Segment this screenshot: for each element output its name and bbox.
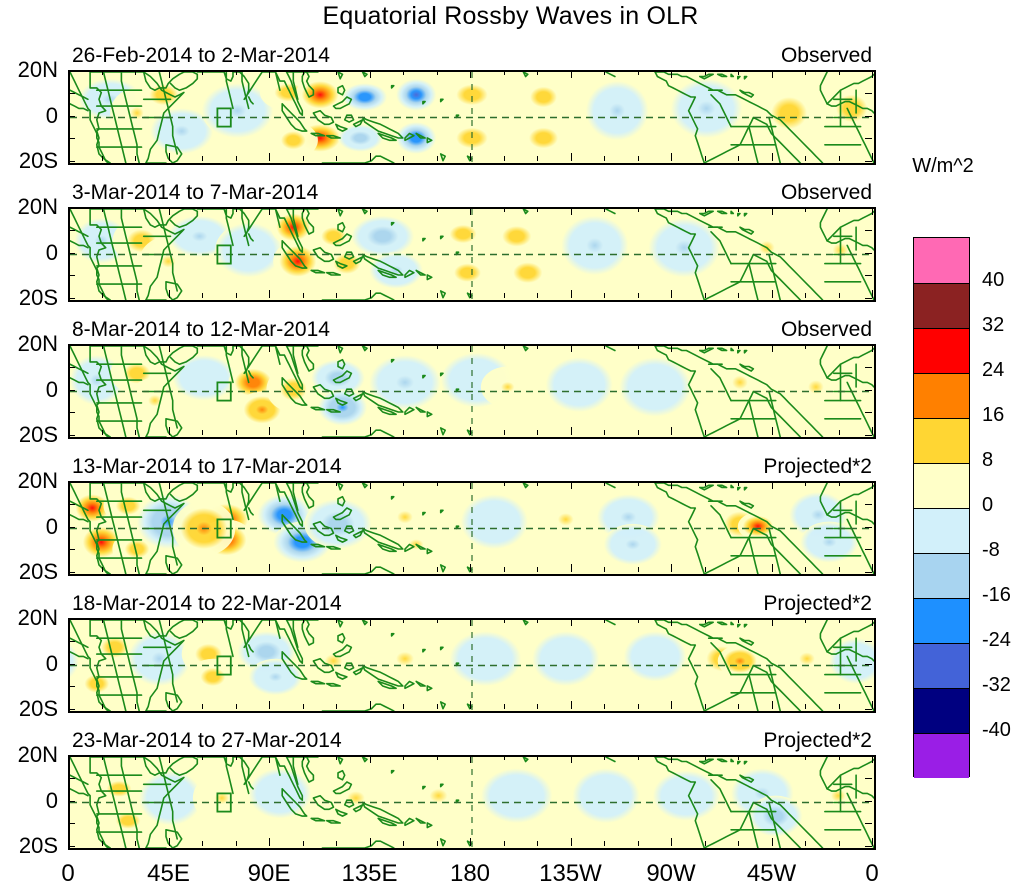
y-axis-tick-label: 0 bbox=[45, 650, 58, 676]
y-axis-tick-label: 20S bbox=[18, 833, 58, 858]
y-axis-tick-label: 20N bbox=[17, 605, 58, 630]
map-panel[interactable] bbox=[68, 207, 876, 302]
x-axis-tick-label: 45E bbox=[147, 860, 190, 887]
panel-date-range: 3-Mar-2014 to 7-Mar-2014 bbox=[72, 181, 319, 204]
panel-tick-marks bbox=[68, 70, 873, 162]
panel-tick-marks bbox=[68, 755, 873, 847]
panel-status-label: Projected*2 bbox=[763, 729, 872, 752]
colorbar-band bbox=[914, 733, 969, 778]
y-axis-tick-label: 20N bbox=[17, 331, 58, 356]
colorbar-band bbox=[914, 643, 969, 688]
colorbar-tick-label: -16 bbox=[982, 584, 1011, 606]
x-axis-tick-label: 0 bbox=[865, 860, 879, 887]
panel-tick-marks bbox=[68, 344, 873, 436]
y-axis-tick-label: 20S bbox=[18, 696, 58, 721]
colorbar-band bbox=[914, 463, 969, 508]
panel-status-label: Projected*2 bbox=[763, 592, 872, 615]
y-axis-tick-label: 0 bbox=[45, 376, 58, 402]
map-panel[interactable] bbox=[68, 755, 876, 850]
panel-tick-marks bbox=[68, 481, 873, 573]
colorbar-tick-label: -24 bbox=[982, 629, 1011, 651]
x-axis-tick-label: 135W bbox=[539, 860, 602, 887]
colorbar-tick-label: 32 bbox=[982, 314, 1005, 336]
y-axis-tick-label: 20N bbox=[17, 468, 58, 493]
colorbar-tick-label: 0 bbox=[982, 494, 994, 516]
panel-status-label: Projected*2 bbox=[763, 455, 872, 478]
y-axis-tick-label: 20S bbox=[18, 148, 58, 173]
colorbar-band bbox=[914, 418, 969, 463]
colorbar-tick-label: -40 bbox=[982, 719, 1011, 741]
colorbar-band bbox=[914, 373, 969, 418]
y-axis-tick-label: 20S bbox=[18, 285, 58, 310]
colorbar-tick-label: 16 bbox=[982, 404, 1005, 426]
colorbar-band bbox=[914, 688, 969, 733]
colorbar-band bbox=[914, 328, 969, 373]
y-axis-tick-label: 20S bbox=[18, 422, 58, 447]
y-axis-tick-label: 20N bbox=[17, 57, 58, 82]
x-axis-tick-label: 90W bbox=[646, 860, 696, 887]
y-axis-tick-label: 0 bbox=[45, 239, 58, 265]
panel-status-label: Observed bbox=[780, 44, 872, 67]
colorbar-band bbox=[914, 553, 969, 598]
panel-date-range: 23-Mar-2014 to 27-Mar-2014 bbox=[72, 729, 342, 752]
y-axis-tick-label: 0 bbox=[45, 102, 58, 128]
colorbar-tick-label: 8 bbox=[982, 449, 994, 471]
colorbar-band bbox=[914, 238, 969, 283]
panel-tick-marks bbox=[68, 618, 873, 710]
colorbar-unit-label: W/m^2 bbox=[912, 155, 974, 177]
map-panel[interactable] bbox=[68, 481, 876, 576]
colorbar-tick-label: -32 bbox=[982, 674, 1011, 696]
colorbar-band bbox=[914, 598, 969, 643]
y-axis-tick-label: 20N bbox=[17, 194, 58, 219]
panel-status-label: Observed bbox=[780, 318, 872, 341]
colorbar-band bbox=[914, 283, 969, 328]
page-title: Equatorial Rossby Waves in OLR bbox=[322, 2, 699, 30]
panel-date-range: 18-Mar-2014 to 22-Mar-2014 bbox=[72, 592, 342, 615]
map-panel[interactable] bbox=[68, 618, 876, 713]
x-axis-tick-label: 180 bbox=[449, 860, 491, 887]
panel-status-label: Observed bbox=[780, 181, 872, 204]
panel-date-range: 13-Mar-2014 to 17-Mar-2014 bbox=[72, 455, 342, 478]
x-axis-tick-label: 90E bbox=[247, 860, 291, 887]
x-axis-tick-label: 45W bbox=[746, 860, 797, 887]
map-panel[interactable] bbox=[68, 70, 876, 165]
y-axis-tick-label: 20S bbox=[18, 559, 58, 584]
colorbar-tick-label: 24 bbox=[982, 359, 1005, 381]
colorbar-tick-label: -8 bbox=[982, 539, 1000, 561]
colorbar-gradient bbox=[913, 237, 970, 778]
colorbar-tick-label: 40 bbox=[982, 269, 1005, 291]
x-axis-tick-label: 0 bbox=[61, 860, 75, 887]
colorbar-band bbox=[914, 508, 969, 553]
panel-date-range: 26-Feb-2014 to 2-Mar-2014 bbox=[72, 44, 330, 67]
map-panel[interactable] bbox=[68, 344, 876, 439]
x-axis-tick-label: 135E bbox=[341, 860, 398, 887]
panel-tick-marks bbox=[68, 207, 873, 299]
y-axis-tick-label: 0 bbox=[45, 513, 58, 539]
y-axis-tick-label: 0 bbox=[45, 787, 58, 813]
panel-date-range: 8-Mar-2014 to 12-Mar-2014 bbox=[72, 318, 330, 341]
y-axis-tick-label: 20N bbox=[17, 742, 58, 767]
